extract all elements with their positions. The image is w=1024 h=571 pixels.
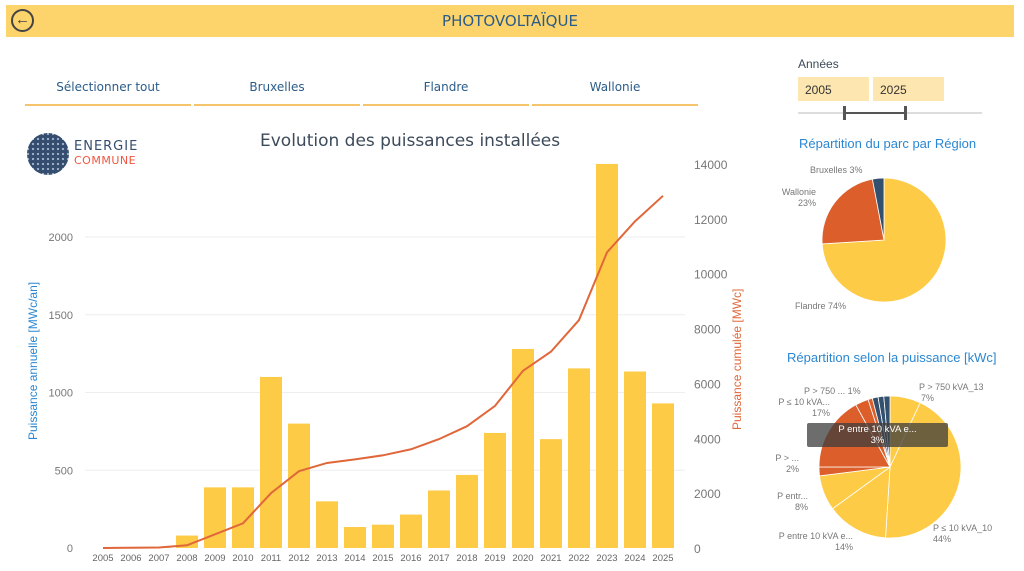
header-bar: ← PHOTOVOLTAÏQUE	[6, 5, 1014, 37]
tooltip: P entre 10 kVA e... 3%	[807, 423, 948, 447]
year-slider-handle-from[interactable]	[843, 106, 846, 120]
pie-label: P ≤ 10 kVA... 17%	[778, 397, 830, 418]
pie-label: P > ... 2%	[775, 453, 799, 474]
year-slider-handle-to[interactable]	[904, 106, 907, 120]
slicer-wallonie[interactable]: Wallonie	[532, 80, 698, 106]
pie-label: P > 750 ... 1%	[804, 386, 861, 396]
pie-label: Wallonie 23%	[781, 187, 816, 208]
pie-label: P ≤ 10 kVA_10 44%	[933, 523, 993, 544]
pie-label: P entr... 8%	[777, 491, 808, 512]
pie-slice	[821, 178, 885, 245]
logo-text-commune: COMMUNE	[74, 154, 137, 167]
slicer-flandre[interactable]: Flandre	[363, 80, 529, 106]
pie-power-title: Répartition selon la puissance [kWc]	[787, 350, 997, 365]
back-button[interactable]: ←	[11, 9, 34, 32]
year-to-input[interactable]: 2025	[873, 77, 944, 101]
slicer-select-all[interactable]: Sélectionner tout	[25, 80, 191, 106]
pie-label: Bruxelles 3%	[810, 165, 863, 175]
pie-label: P > 750 kVA_13 7%	[919, 382, 984, 403]
year-slider-range	[844, 112, 906, 114]
years-label: Années	[798, 57, 839, 71]
pie-label: P entre 10 kVA e... 14%	[778, 531, 853, 552]
slicer-bruxelles[interactable]: Bruxelles	[194, 80, 360, 106]
logo-text-energie: ENERGIE	[74, 139, 139, 154]
pie-slice	[871, 177, 885, 241]
page-title: PHOTOVOLTAÏQUE	[442, 12, 578, 30]
pie-label: Flandre 74%	[795, 301, 847, 311]
arrow-left-icon: ←	[15, 11, 30, 28]
pie-slice	[832, 466, 891, 539]
pie-region-title: Répartition du parc par Région	[799, 136, 977, 151]
logo-icon	[27, 133, 69, 175]
chart-title: Evolution des puissances installées	[260, 131, 561, 151]
year-from-input[interactable]: 2005	[798, 77, 869, 101]
